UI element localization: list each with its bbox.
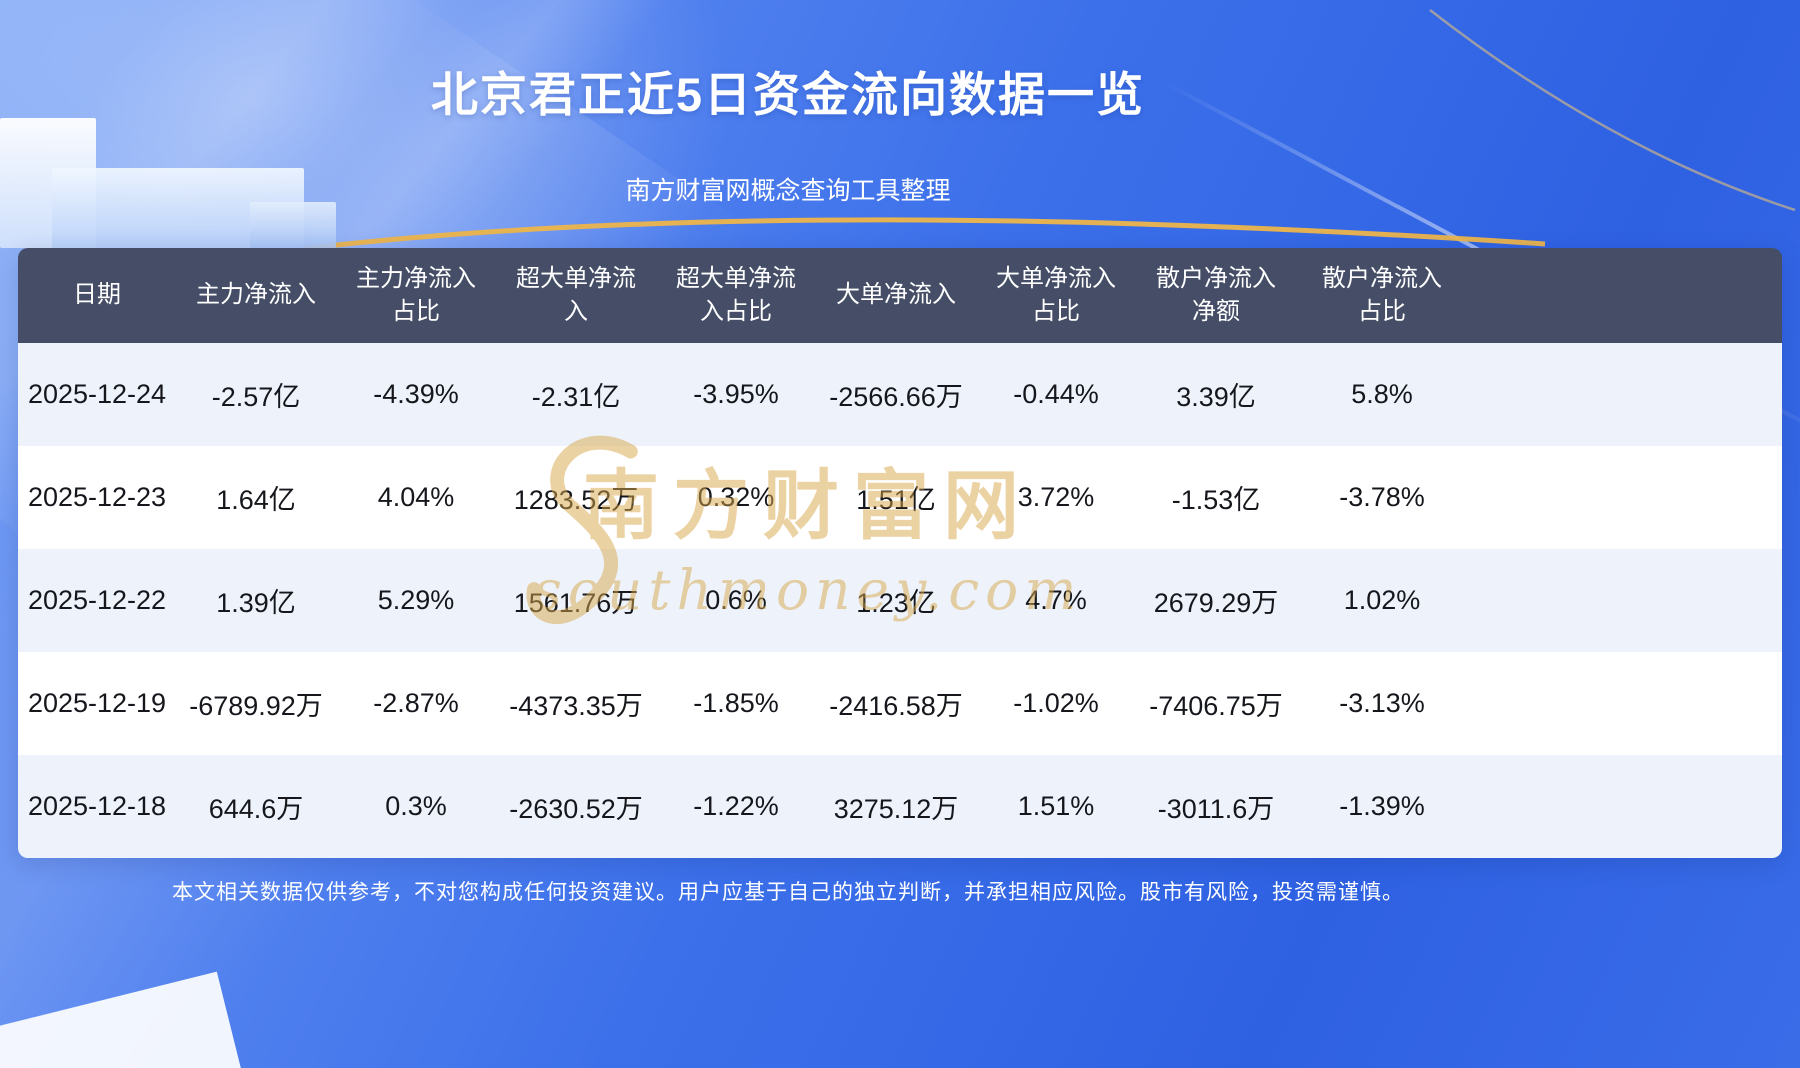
spacer-cell: [1468, 549, 1782, 652]
column-header: 大单净流入: [816, 248, 976, 343]
disclaimer-text: 本文相关数据仅供参考，不对您构成任何投资建议。用户应基于自己的独立判断，并承担相…: [172, 881, 1404, 904]
value-cell: 1.51亿: [816, 446, 976, 549]
value-cell: 1.02%: [1296, 549, 1468, 652]
page-header: 北京君正近5日资金流向数据一览 南方财富网概念查询工具整理: [0, 0, 1688, 207]
value-cell: -2.57亿: [176, 343, 336, 446]
date-cell: 2025-12-24: [18, 343, 176, 446]
table-row: 2025-12-24 -2.57亿 -4.39% -2.31亿 -3.95% -2566.…: [18, 343, 1782, 446]
table-header: 日期 主力净流入 主力净流入 占比 超大单净流 入超大单净流 入占比 大单净流入 大单净流…: [18, 248, 1782, 343]
column-header: 大单净流入 占比: [976, 248, 1136, 343]
value-cell: 3.39亿: [1136, 343, 1296, 446]
value-cell: -3.78%: [1296, 446, 1468, 549]
page-title: 北京君正近5日资金流向数据一览: [430, 68, 1146, 121]
page-subtitle: 南方财富网概念查询工具整理: [625, 177, 951, 205]
value-cell: -3.95%: [656, 343, 816, 446]
value-cell: -1.22%: [656, 755, 816, 858]
value-cell: 3.72%: [976, 446, 1136, 549]
value-cell: -7406.75万: [1136, 652, 1296, 755]
value-cell: 644.6万: [176, 755, 336, 858]
value-cell: -2.31亿: [496, 343, 656, 446]
value-cell: -2.87%: [336, 652, 496, 755]
value-cell: -1.39%: [1296, 755, 1468, 858]
value-cell: -1.53亿: [1136, 446, 1296, 549]
date-cell: 2025-12-23: [18, 446, 176, 549]
value-cell: 1.39亿: [176, 549, 336, 652]
bottom-left-wedge-decoration: [0, 971, 245, 1068]
column-header: 超大单净流 入占比: [656, 248, 816, 343]
value-cell: -2566.66万: [816, 343, 976, 446]
table-row: 2025-12-22 1.39亿 5.29% 1561.76万 0.6% 1.23亿 4.7…: [18, 549, 1782, 652]
value-cell: 4.04%: [336, 446, 496, 549]
value-cell: -4.39%: [336, 343, 496, 446]
date-cell: 2025-12-19: [18, 652, 176, 755]
value-cell: 3275.12万: [816, 755, 976, 858]
value-cell: -4373.35万: [496, 652, 656, 755]
value-cell: 5.8%: [1296, 343, 1468, 446]
value-cell: -1.02%: [976, 652, 1136, 755]
column-header: 散户净流入 占比: [1296, 248, 1468, 343]
column-header: 散户净流入 净额: [1136, 248, 1296, 343]
value-cell: -1.85%: [656, 652, 816, 755]
value-cell: -2416.58万: [816, 652, 976, 755]
fund-flow-table-container: 日期 主力净流入 主力净流入 占比 超大单净流 入超大单净流 入占比 大单净流入 大单净流…: [18, 248, 1782, 858]
value-cell: 1.64亿: [176, 446, 336, 549]
value-cell: 1.23亿: [816, 549, 976, 652]
spacer-cell: [1468, 343, 1782, 446]
fund-flow-table: 日期 主力净流入 主力净流入 占比 超大单净流 入超大单净流 入占比 大单净流入 大单净流…: [18, 248, 1782, 858]
spacer-cell: [1468, 652, 1782, 755]
value-cell: 4.7%: [976, 549, 1136, 652]
value-cell: 1.51%: [976, 755, 1136, 858]
value-cell: 1561.76万: [496, 549, 656, 652]
table-body: 2025-12-24 -2.57亿 -4.39% -2.31亿 -3.95% -2566.…: [18, 343, 1782, 858]
column-header: 超大单净流 入: [496, 248, 656, 343]
value-cell: -3011.6万: [1136, 755, 1296, 858]
table-row: 2025-12-19 -6789.92万 -2.87% -4373.35万 -1.85%…: [18, 652, 1782, 755]
date-cell: 2025-12-18: [18, 755, 176, 858]
value-cell: -0.44%: [976, 343, 1136, 446]
building-block-decoration: [250, 202, 336, 248]
column-header: 日期: [18, 248, 176, 343]
value-cell: -2630.52万: [496, 755, 656, 858]
date-cell: 2025-12-22: [18, 549, 176, 652]
header-row: 日期 主力净流入 主力净流入 占比 超大单净流 入超大单净流 入占比 大单净流入 大单净流…: [18, 248, 1782, 343]
value-cell: 2679.29万: [1136, 549, 1296, 652]
value-cell: 0.3%: [336, 755, 496, 858]
spacer-cell: [1468, 755, 1782, 858]
value-cell: 1283.52万: [496, 446, 656, 549]
value-cell: -6789.92万: [176, 652, 336, 755]
value-cell: 0.6%: [656, 549, 816, 652]
value-cell: -3.13%: [1296, 652, 1468, 755]
spacer-cell: [1468, 446, 1782, 549]
table-row: 2025-12-18 644.6万 0.3% -2630.52万 -1.22% 3275.…: [18, 755, 1782, 858]
value-cell: 5.29%: [336, 549, 496, 652]
table-row: 2025-12-23 1.64亿 4.04% 1283.52万 0.32% 1.51亿 3.…: [18, 446, 1782, 549]
spacer-cell: [1468, 248, 1782, 343]
column-header: 主力净流入: [176, 248, 336, 343]
value-cell: 0.32%: [656, 446, 816, 549]
column-header: 主力净流入 占比: [336, 248, 496, 343]
